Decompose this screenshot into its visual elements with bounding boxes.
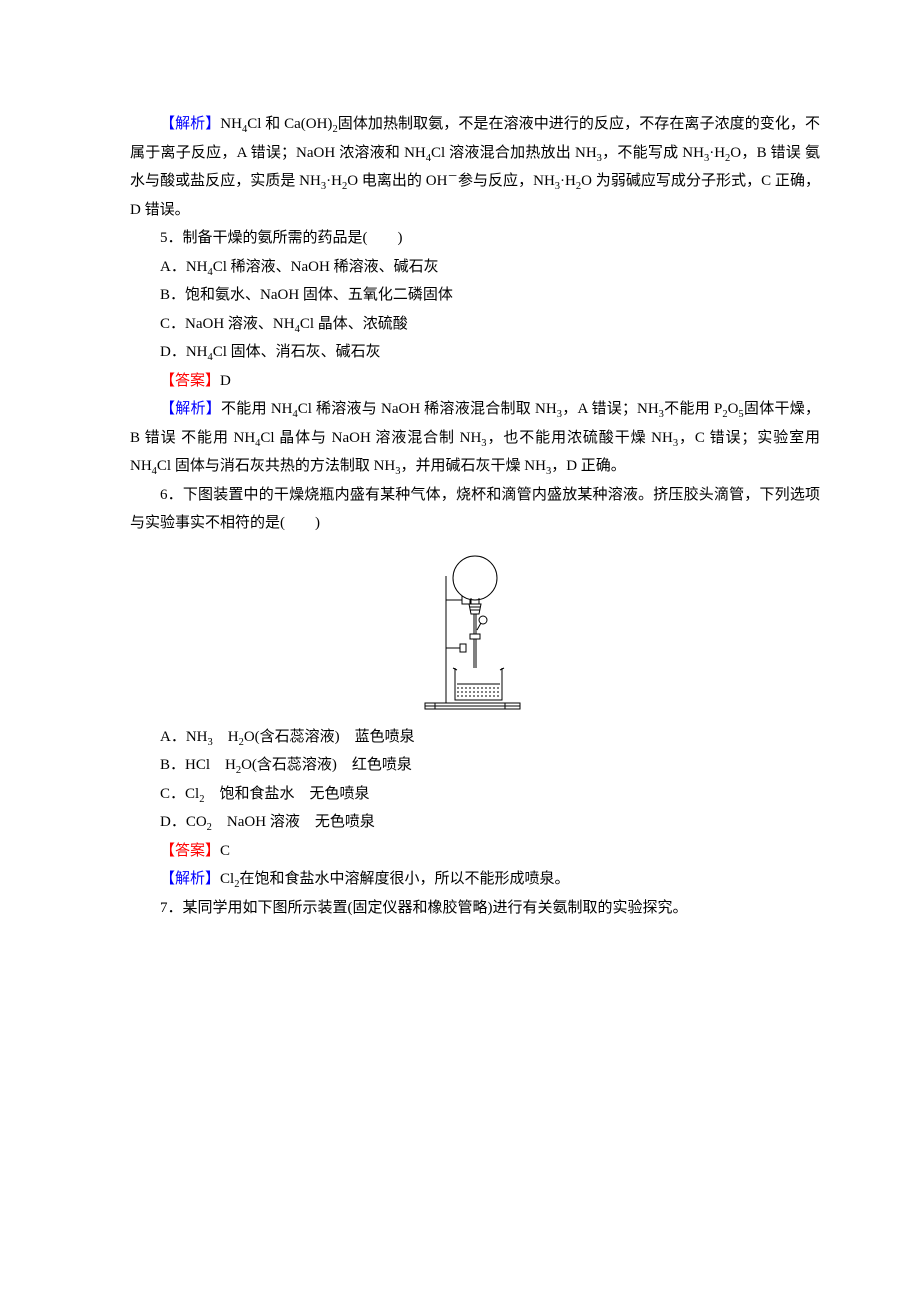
q6-optC: C．Cl2 饱和食盐水 无色喷泉: [130, 780, 820, 809]
q6-optD: D．CO2 NaOH 溶液 无色喷泉: [130, 808, 820, 837]
q5-optB: B．饱和氨水、NaOH 固体、五氧化二磷固体: [130, 281, 820, 310]
answer-value: D: [220, 373, 231, 389]
fountain-apparatus-figure: [130, 548, 820, 713]
answer-value: C: [220, 843, 230, 859]
analysis-label: 【解析】: [160, 871, 220, 887]
q5-analysis: 【解析】不能用 NH4Cl 稀溶液与 NaOH 稀溶液混合制取 NH3，A 错误…: [130, 395, 820, 481]
q6-stem: 6．下图装置中的干燥烧瓶内盛有某种气体，烧杯和滴管内盛放某种溶液。挤压胶头滴管，…: [130, 481, 820, 538]
analysis-label: 【解析】: [160, 401, 221, 417]
analysis-label: 【解析】: [160, 116, 220, 132]
q5-optD: D．NH4Cl 固体、消石灰、碱石灰: [130, 338, 820, 367]
q5-optC: C．NaOH 溶液、NH4Cl 晶体、浓硫酸: [130, 310, 820, 339]
q4-analysis: 【解析】NH4Cl 和 Ca(OH)2固体加热制取氨，不是在溶液中进行的反应，不…: [130, 110, 820, 224]
q5-stem: 5．制备干燥的氨所需的药品是( ): [130, 224, 820, 253]
q5-optA: A．NH4Cl 稀溶液、NaOH 稀溶液、碱石灰: [130, 253, 820, 282]
answer-label: 【答案】: [160, 373, 220, 389]
q6-optA: A．NH3 H2O(含石蕊溶液) 蓝色喷泉: [130, 723, 820, 752]
q6-optB: B．HCl H2O(含石蕊溶液) 红色喷泉: [130, 751, 820, 780]
analysis-text: Cl2在饱和食盐水中溶解度很小，所以不能形成喷泉。: [220, 871, 569, 887]
q7-stem: 7．某同学用如下图所示装置(固定仪器和橡胶管略)进行有关氨制取的实验探究。: [130, 894, 820, 923]
q5-answer: 【答案】D: [130, 367, 820, 396]
apparatus-svg: [410, 548, 540, 713]
answer-label: 【答案】: [160, 843, 220, 859]
q6-answer: 【答案】C: [130, 837, 820, 866]
analysis-text: NH4Cl 和 Ca(OH)2固体加热制取氨，不是在溶液中进行的反应，不存在离子…: [130, 116, 820, 218]
analysis-text: 不能用 NH4Cl 稀溶液与 NaOH 稀溶液混合制取 NH3，A 错误；NH3…: [130, 401, 820, 474]
q6-analysis: 【解析】Cl2在饱和食盐水中溶解度很小，所以不能形成喷泉。: [130, 865, 820, 894]
